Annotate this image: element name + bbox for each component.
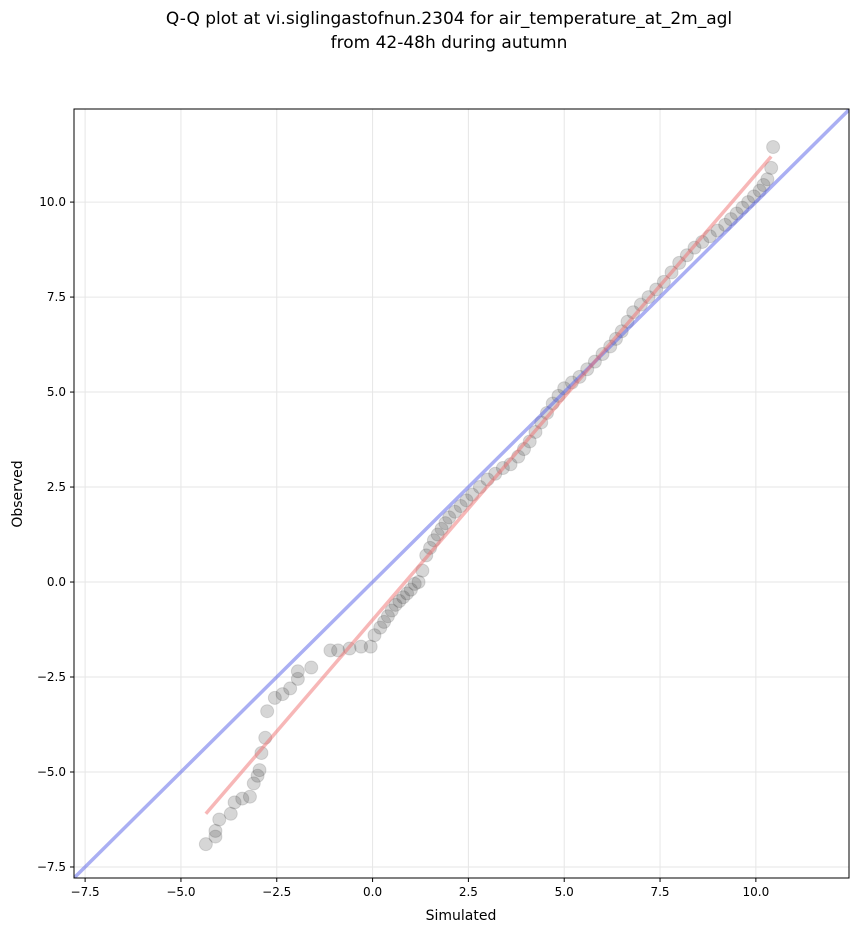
point	[411, 575, 426, 590]
y-axis-label: Observed	[10, 460, 26, 527]
x-tick-label: 0.0	[363, 885, 382, 899]
x-tick-label: 2.5	[459, 885, 478, 899]
point	[304, 660, 319, 675]
point	[283, 681, 298, 696]
point	[453, 499, 468, 514]
point	[235, 791, 250, 806]
fit-line	[204, 155, 773, 815]
point	[388, 597, 403, 612]
point	[367, 628, 382, 643]
point	[250, 768, 265, 783]
point	[252, 763, 267, 778]
point	[392, 594, 407, 609]
x-tick-label: 5.0	[555, 885, 574, 899]
point	[710, 223, 725, 238]
point	[633, 297, 648, 312]
point	[400, 586, 415, 601]
point	[756, 177, 771, 192]
y-tick-label: 7.5	[47, 290, 66, 304]
point	[403, 582, 418, 597]
y-tick-label: −5.0	[37, 765, 66, 779]
chart-title: Q-Q plot at vi.siglingastofnun.2304 for …	[166, 9, 732, 29]
point	[447, 504, 462, 519]
x-axis-label: Simulated	[426, 908, 497, 924]
point	[246, 776, 261, 791]
point	[212, 812, 227, 827]
point	[290, 664, 305, 679]
y-tick-label: 10.0	[39, 195, 66, 209]
point	[323, 643, 338, 658]
y-tick-label: 2.5	[47, 480, 66, 494]
point	[459, 493, 474, 508]
y-tick-label: −7.5	[37, 860, 66, 874]
point	[766, 139, 781, 154]
point	[198, 837, 213, 852]
point	[438, 516, 453, 531]
x-tick-label: −7.5	[71, 885, 100, 899]
point	[407, 576, 422, 591]
point	[267, 690, 282, 705]
point	[760, 172, 775, 187]
point	[227, 795, 242, 810]
point	[208, 829, 223, 844]
x-tick-label: −5.0	[166, 885, 195, 899]
x-tick-label: 10.0	[743, 885, 770, 899]
point	[290, 671, 305, 686]
point	[764, 160, 779, 175]
point	[373, 620, 388, 635]
point	[354, 639, 369, 654]
point	[363, 639, 378, 654]
point	[434, 521, 449, 536]
point	[377, 614, 392, 629]
fit-line	[74, 109, 849, 878]
plot-frame	[73, 108, 850, 879]
point	[442, 510, 457, 525]
x-tick-label: 7.5	[650, 885, 669, 899]
y-tick-label: 5.0	[47, 385, 66, 399]
point	[275, 687, 290, 702]
point	[396, 590, 411, 605]
chart-title: from 42-48h during autumn	[331, 33, 568, 53]
point	[488, 466, 503, 481]
point	[260, 704, 275, 719]
point	[380, 609, 395, 624]
point	[223, 806, 238, 821]
point	[384, 603, 399, 618]
y-tick-label: −2.5	[37, 670, 66, 684]
point	[208, 823, 223, 838]
point	[242, 789, 257, 804]
x-tick-label: −2.5	[262, 885, 291, 899]
y-tick-label: 0.0	[47, 575, 66, 589]
